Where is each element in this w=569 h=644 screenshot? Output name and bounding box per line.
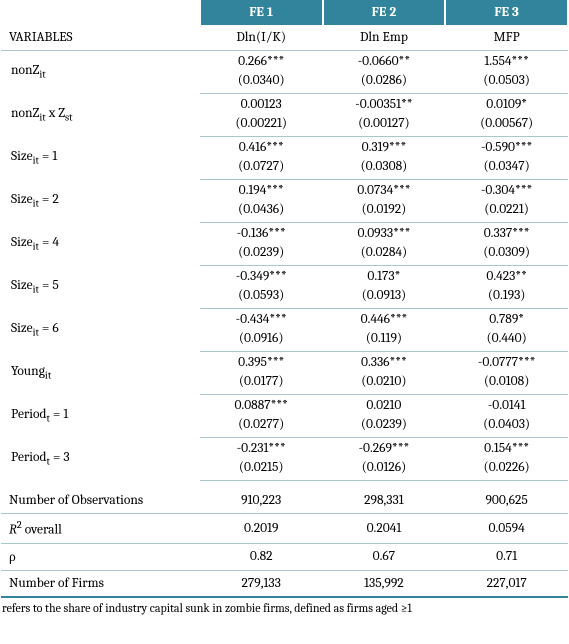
row-label-4: Sizeit = 4 xyxy=(1,223,200,266)
coef-4-1: 0.0933*** xyxy=(323,223,446,244)
stat-val-0-2: 900,625 xyxy=(445,488,568,514)
dep-var-3: MFP xyxy=(445,25,568,51)
coef-8-0: 0.0887*** xyxy=(200,395,323,416)
coef-6-2: 0.789* xyxy=(445,309,568,330)
coef-2-2: -0.590*** xyxy=(445,137,568,158)
header-blank xyxy=(1,0,200,25)
se-3-1: (0.0192) xyxy=(323,200,446,223)
dep-var-2: Dln Emp xyxy=(323,25,446,51)
stat-val-2-2: 0.71 xyxy=(445,543,568,570)
se-2-0: (0.0727) xyxy=(200,157,323,180)
header-col-3: FE 3 xyxy=(445,0,568,25)
coef-3-1: 0.0734*** xyxy=(323,180,446,201)
se-0-2: (0.0503) xyxy=(445,71,568,94)
row-label-9: Periodt = 3 xyxy=(1,438,200,481)
row-label-6: Sizeit = 6 xyxy=(1,309,200,352)
coef-0-1: -0.0660** xyxy=(323,51,446,72)
se-8-1: (0.0239) xyxy=(323,415,446,438)
stat-val-2-1: 0.67 xyxy=(323,543,446,570)
se-2-1: (0.0308) xyxy=(323,157,446,180)
row-label-3: Sizeit = 2 xyxy=(1,180,200,223)
coef-3-0: 0.194*** xyxy=(200,180,323,201)
se-9-2: (0.0226) xyxy=(445,458,568,481)
coef-2-0: 0.416*** xyxy=(200,137,323,158)
se-4-1: (0.0284) xyxy=(323,243,446,266)
stat-label-0: Number of Observations xyxy=(1,488,200,514)
regression-table: FE 1FE 2FE 3 VARIABLESDln(I/K)Dln EmpMFP n… xyxy=(0,0,569,598)
stat-label-1: R2 overall xyxy=(1,514,200,544)
row-label-1: nonZit x Zst xyxy=(1,94,200,137)
stat-val-2-0: 0.82 xyxy=(200,543,323,570)
coef-5-2: 0.423** xyxy=(445,266,568,287)
stat-val-3-2: 227,017 xyxy=(445,570,568,597)
se-4-0: (0.0239) xyxy=(200,243,323,266)
coef-4-2: 0.337*** xyxy=(445,223,568,244)
se-1-2: (0.00567) xyxy=(445,114,568,137)
coef-7-1: 0.336*** xyxy=(323,352,446,373)
se-7-1: (0.0210) xyxy=(323,372,446,395)
se-7-2: (0.0108) xyxy=(445,372,568,395)
coef-8-2: -0.0141 xyxy=(445,395,568,416)
se-5-2: (0.193) xyxy=(445,286,568,309)
coef-4-0: -0.136*** xyxy=(200,223,323,244)
se-5-1: (0.0913) xyxy=(323,286,446,309)
variables-label: VARIABLES xyxy=(1,25,200,51)
row-label-7: Youngit xyxy=(1,352,200,395)
header-col-2: FE 2 xyxy=(323,0,446,25)
stat-val-1-1: 0.2041 xyxy=(323,514,446,544)
se-6-2: (0.440) xyxy=(445,329,568,352)
coef-8-1: 0.0210 xyxy=(323,395,446,416)
coef-9-1: -0.269*** xyxy=(323,438,446,459)
stat-val-0-0: 910,223 xyxy=(200,488,323,514)
coef-0-0: 0.266*** xyxy=(200,51,323,72)
coef-9-0: -0.231*** xyxy=(200,438,323,459)
coef-5-0: -0.349*** xyxy=(200,266,323,287)
table-footnote: refers to the share of industry capital … xyxy=(0,598,569,616)
se-8-0: (0.0277) xyxy=(200,415,323,438)
stat-label-2: ρ xyxy=(1,543,200,570)
coef-1-2: 0.0109* xyxy=(445,94,568,115)
dep-var-1: Dln(I/K) xyxy=(200,25,323,51)
se-9-1: (0.0126) xyxy=(323,458,446,481)
coef-0-2: 1.554*** xyxy=(445,51,568,72)
row-label-2: Sizeit = 1 xyxy=(1,137,200,180)
stat-val-3-1: 135,992 xyxy=(323,570,446,597)
row-label-8: Periodt = 1 xyxy=(1,395,200,438)
stat-val-3-0: 279,133 xyxy=(200,570,323,597)
coef-2-1: 0.319*** xyxy=(323,137,446,158)
coef-1-0: 0.00123 xyxy=(200,94,323,115)
stat-val-1-0: 0.2019 xyxy=(200,514,323,544)
row-label-0: nonZit xyxy=(1,51,200,94)
se-5-0: (0.0593) xyxy=(200,286,323,309)
coef-9-2: 0.154*** xyxy=(445,438,568,459)
se-8-2: (0.0403) xyxy=(445,415,568,438)
se-3-2: (0.0221) xyxy=(445,200,568,223)
se-7-0: (0.0177) xyxy=(200,372,323,395)
coef-1-1: -0.00351** xyxy=(323,94,446,115)
se-3-0: (0.0436) xyxy=(200,200,323,223)
stat-val-0-1: 298,331 xyxy=(323,488,446,514)
coef-3-2: -0.304*** xyxy=(445,180,568,201)
se-0-1: (0.0286) xyxy=(323,71,446,94)
se-2-2: (0.0347) xyxy=(445,157,568,180)
se-6-0: (0.0916) xyxy=(200,329,323,352)
stat-val-1-2: 0.0594 xyxy=(445,514,568,544)
coef-7-0: 0.395*** xyxy=(200,352,323,373)
coef-6-1: 0.446*** xyxy=(323,309,446,330)
header-col-1: FE 1 xyxy=(200,0,323,25)
se-9-0: (0.0215) xyxy=(200,458,323,481)
se-4-2: (0.0309) xyxy=(445,243,568,266)
se-6-1: (0.119) xyxy=(323,329,446,352)
stat-label-3: Number of Firms xyxy=(1,570,200,597)
coef-5-1: 0.173* xyxy=(323,266,446,287)
row-label-5: Sizeit = 5 xyxy=(1,266,200,309)
coef-7-2: -0.0777*** xyxy=(445,352,568,373)
coef-6-0: -0.434*** xyxy=(200,309,323,330)
se-0-0: (0.0340) xyxy=(200,71,323,94)
se-1-1: (0.00127) xyxy=(323,114,446,137)
se-1-0: (0.00221) xyxy=(200,114,323,137)
